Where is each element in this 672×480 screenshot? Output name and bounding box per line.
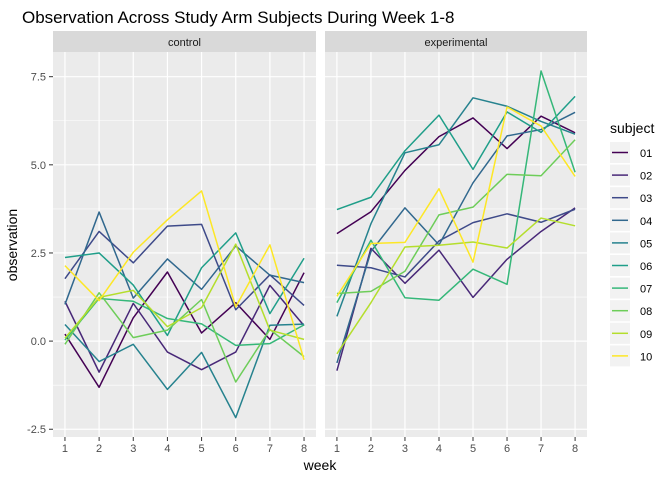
panel-background xyxy=(53,52,316,437)
x-tick-label: 5 xyxy=(470,443,476,455)
facet-strip xyxy=(53,31,316,52)
legend-title: subject xyxy=(610,120,654,136)
legend-label: 07 xyxy=(640,284,652,296)
facet-panel-control: control xyxy=(53,31,316,437)
legend-label: 10 xyxy=(640,351,652,363)
x-tick-label: 1 xyxy=(62,443,68,455)
panel-background xyxy=(325,52,587,437)
legend-item-04: 04 xyxy=(610,209,652,231)
y-tick-label: 2.5 xyxy=(31,248,46,260)
facet-panel-experimental: experimental xyxy=(325,31,587,437)
legend-item-09: 09 xyxy=(610,322,652,344)
series-line-control-06 xyxy=(64,232,305,337)
x-tick-label: 2 xyxy=(368,443,374,455)
series-line-experimental-09 xyxy=(336,217,576,355)
x-tick-label: 7 xyxy=(267,443,273,455)
legend-label: 08 xyxy=(640,306,652,318)
legend-label: 09 xyxy=(640,329,652,341)
x-tick-label: 2 xyxy=(96,443,102,455)
legend-label: 04 xyxy=(640,216,652,228)
y-tick-label: 5.0 xyxy=(31,160,46,172)
series-line-control-08 xyxy=(64,292,305,383)
legend-label: 06 xyxy=(640,261,652,273)
legend-item-10: 10 xyxy=(610,345,652,367)
x-tick-label: 1 xyxy=(334,443,340,455)
series-line-experimental-08 xyxy=(336,139,576,295)
facet-strip-label: control xyxy=(168,37,201,49)
x-axes: 1 2 3 4 5 6 7 8 1 2 3 4 5 6 7 8 xyxy=(62,437,578,455)
x-tick-label: 6 xyxy=(504,443,510,455)
legend-label: 02 xyxy=(640,171,652,183)
series-line-control-07 xyxy=(64,297,305,347)
x-tick-label: 6 xyxy=(233,443,239,455)
facet-strip xyxy=(325,31,587,52)
series-line-experimental-04 xyxy=(336,111,576,364)
series-line-experimental-10 xyxy=(336,106,576,297)
x-tick-label: 4 xyxy=(164,443,170,455)
x-tick-label: 7 xyxy=(538,443,544,455)
series-line-control-09 xyxy=(64,243,305,341)
legend-item-05: 05 xyxy=(610,232,652,254)
y-axis: -2.5 0.0 2.5 5.0 7.5 xyxy=(27,72,53,436)
y-tick-label: -2.5 xyxy=(27,424,46,436)
x-axis-title: week xyxy=(303,457,338,473)
series-line-experimental-03 xyxy=(336,208,576,278)
series-line-experimental-05 xyxy=(336,97,576,317)
x-tick-label: 8 xyxy=(301,443,307,455)
series-line-experimental-07 xyxy=(336,70,576,304)
legend-item-01: 01 xyxy=(610,142,652,163)
facet-panels: control experimental xyxy=(53,31,587,437)
series-line-experimental-02 xyxy=(336,207,576,371)
chart-title: Observation Across Study Arm Subjects Du… xyxy=(22,8,454,27)
legend-label: 01 xyxy=(640,148,652,160)
y-tick-label: 0.0 xyxy=(31,336,46,348)
series-line-control-05 xyxy=(64,323,305,419)
x-tick-label: 8 xyxy=(572,443,578,455)
x-tick-label: 4 xyxy=(436,443,442,455)
legend-label: 05 xyxy=(640,238,652,250)
facet-strip-label: experimental xyxy=(425,37,488,49)
x-tick-label: 3 xyxy=(402,443,408,455)
legend-item-06: 06 xyxy=(610,255,652,276)
x-tick-label: 3 xyxy=(130,443,136,455)
x-tick-label: 5 xyxy=(199,443,205,455)
legend: subject 01 02 03 04 05 06 07 08 09 10 xyxy=(610,120,654,367)
series-line-experimental-06 xyxy=(336,95,576,211)
legend-label: 03 xyxy=(640,193,652,205)
series-line-control-10 xyxy=(64,190,305,361)
legend-item-03: 03 xyxy=(610,187,652,209)
series-line-control-04 xyxy=(64,211,305,305)
series-line-control-03 xyxy=(64,223,305,311)
y-tick-label: 7.5 xyxy=(31,72,46,84)
legend-item-08: 08 xyxy=(610,300,652,322)
legend-item-02: 02 xyxy=(610,164,652,186)
series-line-experimental-01 xyxy=(336,115,576,235)
legend-items: 01 02 03 04 05 06 07 08 09 10 xyxy=(610,142,652,367)
series-line-control-02 xyxy=(64,284,305,373)
y-axis-title: observation xyxy=(4,209,20,281)
legend-item-07: 07 xyxy=(610,277,652,299)
